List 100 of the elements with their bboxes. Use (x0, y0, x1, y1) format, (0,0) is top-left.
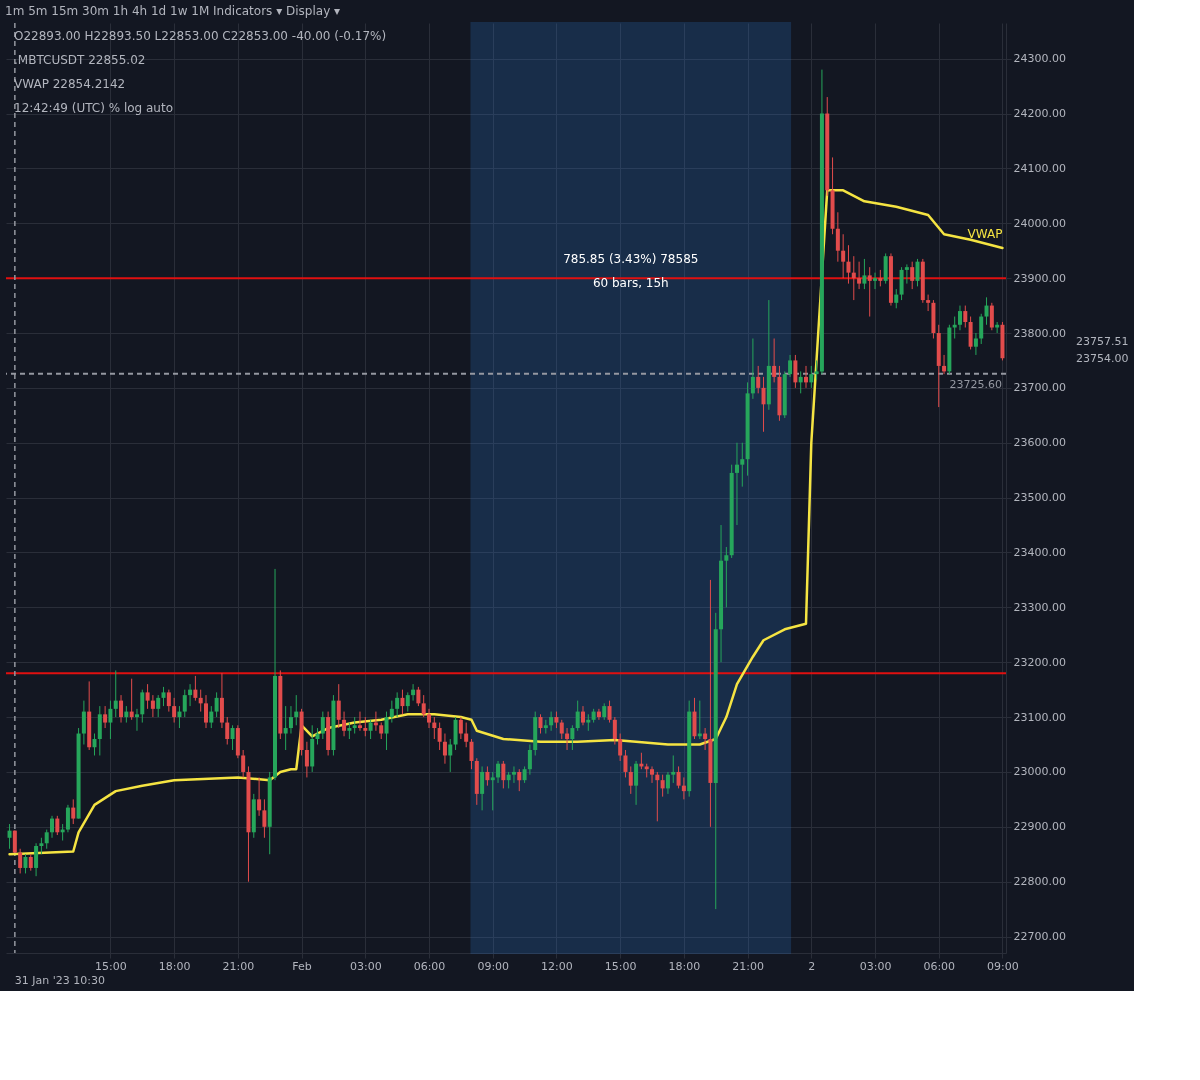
x-tick-label: 09:00 (477, 959, 510, 973)
y-tick-label: 24000.00 (1013, 216, 1066, 230)
candlestick (926, 294, 931, 312)
candlestick (761, 376, 766, 433)
candlestick (166, 689, 171, 713)
candlestick (612, 716, 617, 745)
candlestick (734, 442, 739, 526)
y-tick-label: 23400.00 (1013, 545, 1066, 559)
candlestick (559, 719, 564, 740)
candlestick (485, 765, 490, 787)
chart-title: 1m 5m 15m 30m 1h 4h 1d 1w 1M Indicators ▾ Display ▾ (5, 4, 341, 18)
candlestick (814, 359, 819, 381)
candlestick (416, 686, 421, 707)
candlestick (427, 708, 432, 729)
x-tick-label: 12:00 (541, 959, 573, 973)
candlestick (304, 741, 309, 778)
x-tick-label: 06:00 (413, 959, 446, 973)
candlestick (623, 749, 628, 778)
y-tick-label: 24100.00 (1013, 161, 1066, 175)
candlestick (129, 678, 134, 721)
text: 23757.51 (1076, 334, 1129, 348)
candlestick (395, 691, 400, 718)
candlestick (565, 727, 570, 751)
candlestick (458, 716, 463, 740)
candlestick (241, 749, 246, 778)
candlestick (501, 760, 506, 789)
candlestick (942, 354, 947, 375)
x-tick-label: 18:00 (668, 959, 701, 973)
candlestick (511, 765, 516, 784)
annotation: 785.85 (3.43%) 78585 (563, 251, 699, 266)
candlestick (756, 365, 761, 394)
candlestick (989, 302, 994, 331)
candlestick (150, 694, 155, 718)
candlestick (957, 305, 962, 331)
candlestick (294, 694, 299, 726)
candlestick (336, 683, 341, 729)
x-tick-label: 06:00 (923, 959, 956, 973)
annotation: VWAP 22854.2142 (14, 77, 126, 91)
candlestick (257, 776, 262, 817)
y-tick-label: 23000.00 (1013, 765, 1066, 779)
candlestick (389, 700, 394, 724)
candlestick (230, 724, 235, 751)
candlestick (910, 261, 915, 290)
candlestick (442, 733, 447, 765)
candlestick (750, 337, 755, 400)
candlestick (421, 694, 426, 718)
candlestick (469, 738, 474, 770)
y-tick-label: 22900.00 (1013, 820, 1066, 834)
y-tick-label: 23500.00 (1013, 491, 1066, 505)
candlestick (225, 716, 230, 745)
candlestick (113, 669, 118, 718)
candlestick (7, 823, 12, 850)
candlestick (793, 354, 798, 389)
x-tick-label: 03:00 (859, 959, 892, 973)
candlestick (570, 724, 575, 751)
candlestick (198, 689, 203, 713)
candlestick (140, 689, 145, 724)
candlestick (846, 244, 851, 285)
text: 23754.00 (1076, 351, 1129, 365)
candlestick (788, 354, 793, 378)
candlestick (724, 546, 729, 608)
x-tick-label: 21:00 (732, 959, 764, 973)
ref-line-label: 23725.60 (949, 377, 1002, 391)
candlestick (71, 798, 76, 825)
x-tick-label: 18:00 (158, 959, 191, 973)
candlestick (607, 700, 612, 724)
candlestick (676, 765, 681, 789)
x-tick-label: 09:00 (987, 959, 1019, 973)
candlestick (984, 296, 989, 326)
candlestick (496, 760, 501, 784)
candlestick (55, 815, 60, 836)
candlestick (320, 711, 325, 740)
y-tick-label: 23100.00 (1013, 710, 1066, 724)
candlestick (368, 719, 373, 740)
candlestick (464, 722, 469, 748)
x-tick-label: 03:00 (349, 959, 382, 973)
candlestick (851, 255, 856, 301)
candlestick (214, 691, 219, 718)
candlestick (209, 705, 214, 729)
candlestick (18, 848, 23, 874)
candlestick (156, 694, 161, 718)
candlestick (34, 842, 39, 877)
candlestick (204, 694, 208, 729)
candlestick (437, 722, 442, 751)
y-tick-label: 22800.00 (1013, 875, 1066, 889)
candlestick (448, 738, 453, 773)
candlestick (134, 708, 139, 732)
candlestick (12, 829, 17, 854)
candlestick (841, 233, 846, 279)
candlestick (288, 705, 293, 735)
y-tick-label: 23300.00 (1013, 600, 1066, 614)
candlestick (411, 683, 416, 702)
candlestick (92, 733, 97, 756)
x-tick-label: 21:00 (222, 959, 255, 973)
candlestick (103, 705, 108, 729)
x-tick-label: 2 (808, 959, 816, 973)
candlestick (857, 261, 862, 290)
annotation: 12:42:49 (UTC) % log auto (14, 101, 174, 115)
y-tick-label: 23700.00 (1013, 381, 1066, 395)
candlestick (703, 727, 708, 751)
